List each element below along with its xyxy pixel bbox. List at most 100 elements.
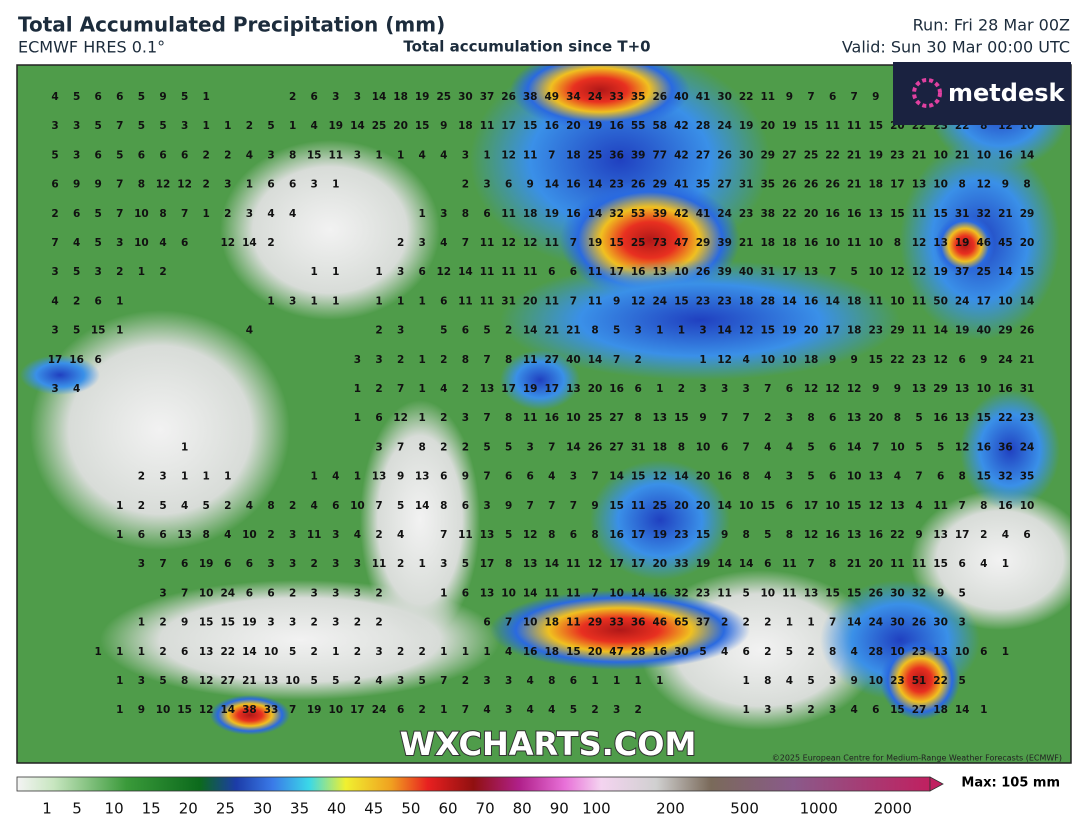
colorbar-label: 30 bbox=[253, 800, 272, 818]
grid-value: 13 bbox=[652, 266, 667, 278]
grid-value: 10 bbox=[825, 237, 840, 249]
grid-value: 6 bbox=[959, 558, 966, 570]
grid-value: 3 bbox=[332, 587, 339, 599]
grid-value: 6 bbox=[181, 646, 188, 658]
grid-value: 5 bbox=[959, 675, 966, 687]
grid-value: 6 bbox=[51, 179, 58, 191]
grid-value: 3 bbox=[289, 558, 296, 570]
grid-value: 1 bbox=[1002, 646, 1009, 658]
grid-value: 5 bbox=[483, 325, 490, 337]
grid-value: 13 bbox=[847, 412, 862, 424]
grid-value: 25 bbox=[652, 500, 667, 512]
grid-value: 14 bbox=[998, 266, 1013, 278]
grid-value: 26 bbox=[804, 179, 819, 191]
grid-value: 20 bbox=[696, 500, 711, 512]
grid-value: 1 bbox=[397, 295, 404, 307]
grid-value: 1 bbox=[613, 675, 620, 687]
grid-value: 6 bbox=[440, 471, 447, 483]
grid-value: 2 bbox=[51, 208, 58, 220]
grid-value: 16 bbox=[69, 354, 84, 366]
grid-value: 1 bbox=[116, 529, 123, 541]
grid-value: 27 bbox=[782, 149, 797, 161]
grid-value: 6 bbox=[419, 266, 426, 278]
grid-value: 4 bbox=[743, 354, 750, 366]
grid-value: 5 bbox=[159, 120, 166, 132]
grid-value: 6 bbox=[267, 587, 274, 599]
grid-value: 12 bbox=[868, 500, 883, 512]
grid-value: 40 bbox=[566, 354, 581, 366]
grid-value: 46 bbox=[976, 237, 991, 249]
grid-value: 17 bbox=[480, 558, 495, 570]
grid-value: 13 bbox=[480, 383, 495, 395]
grid-value: 9 bbox=[937, 587, 944, 599]
grid-value: 3 bbox=[289, 617, 296, 629]
grid-value: 29 bbox=[890, 325, 905, 337]
grid-value: 6 bbox=[548, 266, 555, 278]
grid-value: 17 bbox=[825, 325, 840, 337]
grid-value: 11 bbox=[544, 587, 559, 599]
grid-value: 2 bbox=[462, 179, 469, 191]
grid-value: 2 bbox=[224, 149, 231, 161]
grid-value: 14 bbox=[415, 500, 430, 512]
grid-value: 20 bbox=[588, 383, 603, 395]
grid-value: 6 bbox=[138, 529, 145, 541]
grid-value: 5 bbox=[699, 646, 706, 658]
grid-value: 9 bbox=[721, 529, 728, 541]
grid-value: 2 bbox=[354, 617, 361, 629]
grid-value: 12 bbox=[199, 675, 214, 687]
grid-value: 22 bbox=[933, 675, 948, 687]
grid-value: 19 bbox=[328, 120, 343, 132]
grid-value: 4 bbox=[440, 149, 447, 161]
grid-value: 2 bbox=[397, 354, 404, 366]
grid-value: 14 bbox=[566, 441, 581, 453]
grid-value: 38 bbox=[760, 208, 775, 220]
grid-value: 20 bbox=[523, 295, 538, 307]
grid-value: 41 bbox=[696, 208, 711, 220]
grid-value: 11 bbox=[458, 295, 473, 307]
grid-value: 4 bbox=[915, 500, 922, 512]
grid-value: 11 bbox=[523, 149, 538, 161]
grid-value: 5 bbox=[138, 91, 145, 103]
grid-value: 11 bbox=[480, 237, 495, 249]
grid-value: 3 bbox=[462, 412, 469, 424]
grid-value: 12 bbox=[523, 529, 538, 541]
grid-value: 3 bbox=[527, 441, 534, 453]
grid-value: 6 bbox=[181, 237, 188, 249]
grid-value: 15 bbox=[847, 587, 862, 599]
grid-value: 4 bbox=[246, 325, 253, 337]
grid-value: 20 bbox=[868, 558, 883, 570]
grid-value: 46 bbox=[652, 617, 667, 629]
grid-value: 17 bbox=[890, 179, 905, 191]
grid-value: 2 bbox=[289, 91, 296, 103]
grid-value: 6 bbox=[635, 383, 642, 395]
grid-value: 73 bbox=[652, 237, 667, 249]
grid-value: 42 bbox=[674, 208, 689, 220]
grid-value: 1 bbox=[332, 295, 339, 307]
grid-value: 7 bbox=[743, 412, 750, 424]
grid-value: 11 bbox=[480, 266, 495, 278]
grid-value: 7 bbox=[959, 500, 966, 512]
grid-value: 10 bbox=[760, 587, 775, 599]
grid-value: 3 bbox=[332, 617, 339, 629]
grid-value: 4 bbox=[73, 383, 80, 395]
grid-value: 14 bbox=[523, 587, 538, 599]
grid-value: 12 bbox=[393, 412, 408, 424]
grid-value: 29 bbox=[652, 179, 667, 191]
grid-value: 3 bbox=[786, 412, 793, 424]
grid-value: 31 bbox=[739, 179, 754, 191]
colorbar-label: 50 bbox=[401, 800, 420, 818]
grid-value: 3 bbox=[483, 179, 490, 191]
grid-value: 15 bbox=[220, 617, 235, 629]
grid-value: 10 bbox=[501, 587, 516, 599]
grid-value: 12 bbox=[501, 237, 516, 249]
grid-value: 4 bbox=[527, 704, 534, 716]
grid-value: 24 bbox=[868, 617, 883, 629]
grid-value: 2 bbox=[764, 412, 771, 424]
grid-value: 8 bbox=[505, 412, 512, 424]
grid-value: 10 bbox=[760, 354, 775, 366]
grid-value: 13 bbox=[652, 412, 667, 424]
grid-value: 15 bbox=[674, 412, 689, 424]
grid-value: 12 bbox=[912, 266, 927, 278]
grid-value: 24 bbox=[372, 704, 387, 716]
grid-value: 14 bbox=[847, 441, 862, 453]
